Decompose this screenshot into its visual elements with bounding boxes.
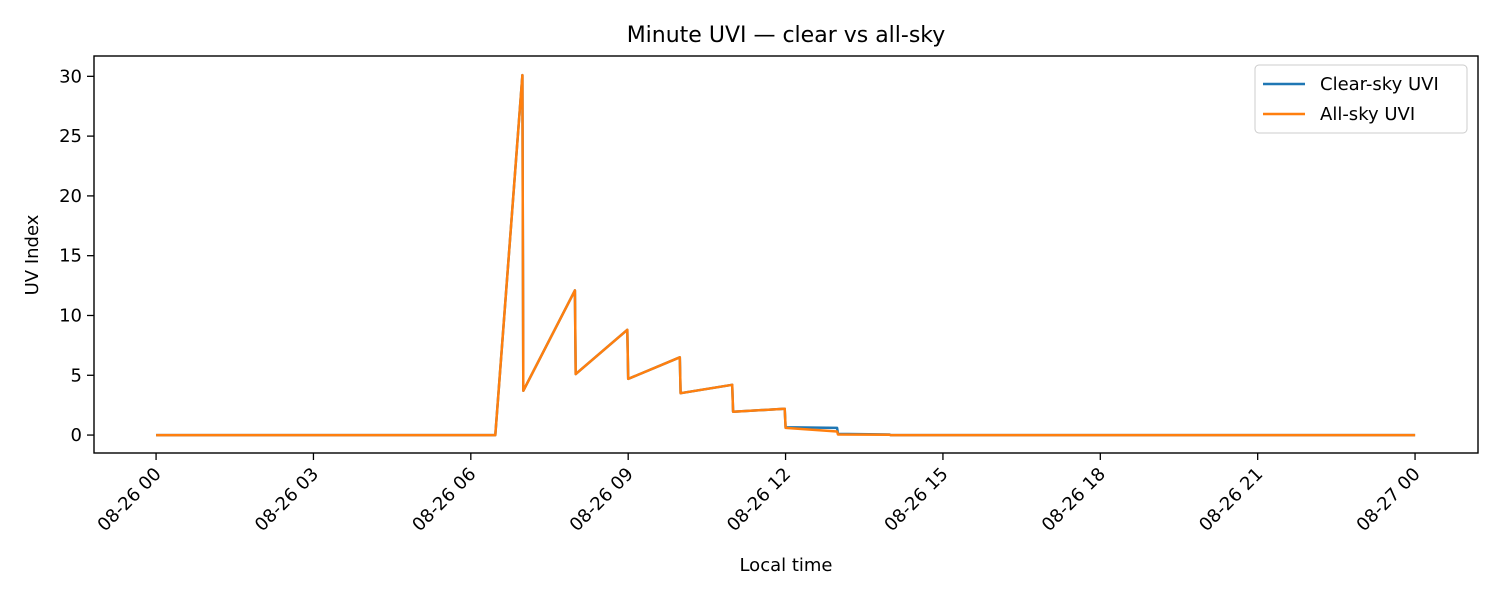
y-tick-label: 15 [59,246,82,267]
plot-frame [93,55,1479,454]
y-axis-ticks: 0 5 10 15 20 25 30 [59,66,94,446]
series-layer [156,73,1416,437]
series-line-all-sky [156,73,1416,437]
y-tick-label: 0 [71,425,82,446]
y-tick-label: 20 [59,186,82,207]
y-tick-label: 30 [59,66,82,87]
legend-label-all-sky: All-sky UVI [1320,104,1415,125]
y-tick-label: 10 [59,305,82,326]
y-tick-label: 5 [71,365,82,386]
legend: Clear-sky UVI All-sky UVI [1254,64,1468,134]
x-axis-label: Local time [739,555,832,576]
legend-label-clear-sky: Clear-sky UVI [1320,74,1439,95]
y-tick-label: 25 [59,126,82,147]
legend-box [1254,64,1468,134]
y-axis-label: UV Index [22,214,43,295]
chart-title: Minute UVI — clear vs all-sky [627,23,946,48]
